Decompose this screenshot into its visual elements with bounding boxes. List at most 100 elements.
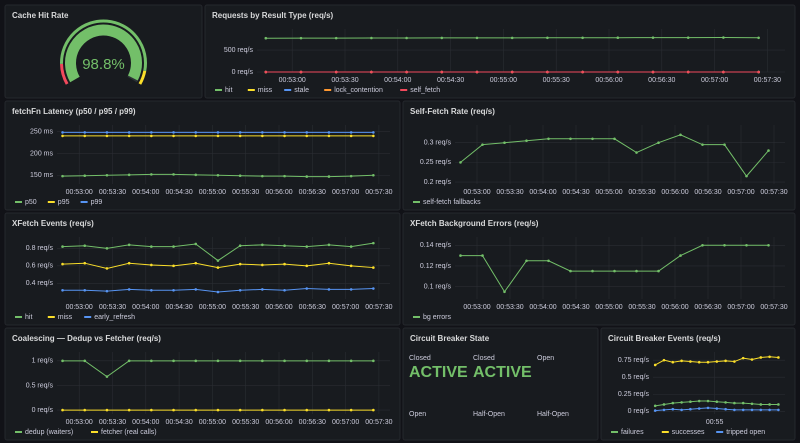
data-point <box>697 360 701 364</box>
data-point <box>105 134 109 138</box>
legend-swatch <box>413 316 420 318</box>
data-point <box>327 131 331 134</box>
data-point <box>653 363 657 367</box>
data-point <box>581 70 584 74</box>
data-point <box>327 408 331 412</box>
x-tick-label: 00:57:00 <box>727 304 754 311</box>
x-tick-label: 00:56:30 <box>299 304 326 311</box>
x-tick-label: 00:56:30 <box>299 419 326 426</box>
data-point <box>349 408 353 412</box>
data-point <box>372 266 375 269</box>
legend-swatch <box>80 201 88 203</box>
data-point <box>613 137 616 141</box>
data-point <box>261 243 264 247</box>
data-point <box>591 137 594 141</box>
data-point <box>305 408 309 412</box>
data-point <box>216 134 220 138</box>
legend-label: dedup (waiters) <box>25 429 73 436</box>
data-point <box>680 359 683 363</box>
x-tick-label: 00:56:00 <box>265 419 292 426</box>
data-point <box>481 143 484 146</box>
state-label: Open <box>409 411 426 418</box>
data-point <box>127 131 131 134</box>
y-tick-label: 0.14 req/s <box>420 242 452 249</box>
x-tick-label: 00:54:00 <box>132 304 159 311</box>
data-point <box>475 70 479 74</box>
legend-swatch <box>284 89 292 91</box>
data-point <box>127 173 131 177</box>
data-point <box>105 267 109 270</box>
x-tick-label: 00:56:00 <box>661 304 688 311</box>
data-point <box>238 359 242 363</box>
data-point <box>759 403 763 406</box>
data-point <box>697 407 701 410</box>
data-point <box>372 173 375 177</box>
data-point <box>724 407 727 411</box>
x-tick-label: 00:54:00 <box>529 304 556 311</box>
x-tick-label: 00:57:00 <box>332 419 359 426</box>
x-tick-label: 00:56:30 <box>648 77 675 84</box>
data-point <box>689 360 692 363</box>
data-point <box>745 243 748 247</box>
data-point <box>569 137 572 141</box>
x-tick-label: 00:55:30 <box>232 189 259 196</box>
x-tick-label: 00:54:00 <box>384 77 411 84</box>
data-point <box>671 407 675 411</box>
x-tick-label: 00:57:00 <box>727 189 754 196</box>
data-point <box>238 174 242 177</box>
data-point <box>741 356 745 360</box>
x-tick-label: 00:57:00 <box>332 189 359 196</box>
panel <box>4 100 401 211</box>
legend-swatch <box>47 201 55 203</box>
data-point <box>715 407 719 410</box>
data-point <box>679 254 682 257</box>
data-point <box>334 36 338 40</box>
data-point <box>194 408 198 412</box>
data-point <box>238 288 242 292</box>
panel <box>4 212 401 326</box>
legend-swatch <box>716 431 724 433</box>
data-point <box>61 288 64 292</box>
data-point <box>127 134 131 138</box>
data-point <box>616 70 620 74</box>
data-point <box>405 70 408 74</box>
data-point <box>440 70 444 74</box>
data-point <box>372 287 375 290</box>
x-tick-label: 00:57:30 <box>760 189 787 196</box>
data-point <box>305 175 309 178</box>
data-point <box>150 245 153 248</box>
data-point <box>741 401 745 405</box>
y-tick-label: 0.25 req/s <box>618 391 650 398</box>
data-point <box>662 403 666 406</box>
data-point <box>83 288 87 292</box>
legend-swatch <box>91 431 98 433</box>
data-point <box>635 269 638 273</box>
data-point <box>768 403 771 406</box>
y-tick-label: 0.75 req/s <box>618 357 650 364</box>
y-tick-label: 0.4 req/s <box>26 280 54 287</box>
data-point <box>105 131 109 134</box>
data-point <box>349 131 353 134</box>
data-point <box>238 244 242 248</box>
data-point <box>172 359 175 363</box>
data-point <box>510 36 514 40</box>
data-point <box>547 259 550 263</box>
panel <box>402 100 796 211</box>
data-point <box>194 242 198 246</box>
data-point <box>299 70 303 74</box>
data-point <box>750 402 754 406</box>
data-point <box>172 134 175 138</box>
x-tick-label: 00:56:00 <box>595 77 622 84</box>
x-tick-label: 00:55:00 <box>199 189 226 196</box>
data-point <box>750 358 754 361</box>
x-tick-label: 00:56:30 <box>694 189 721 196</box>
data-point <box>61 131 64 134</box>
data-point <box>724 359 727 363</box>
data-point <box>689 407 692 411</box>
x-tick-label: 00:53:00 <box>463 189 490 196</box>
legend-label: p99 <box>91 199 103 206</box>
data-point <box>216 290 220 294</box>
data-point <box>261 174 264 178</box>
legend-label: lock_contention <box>334 87 383 94</box>
panel <box>402 327 599 441</box>
